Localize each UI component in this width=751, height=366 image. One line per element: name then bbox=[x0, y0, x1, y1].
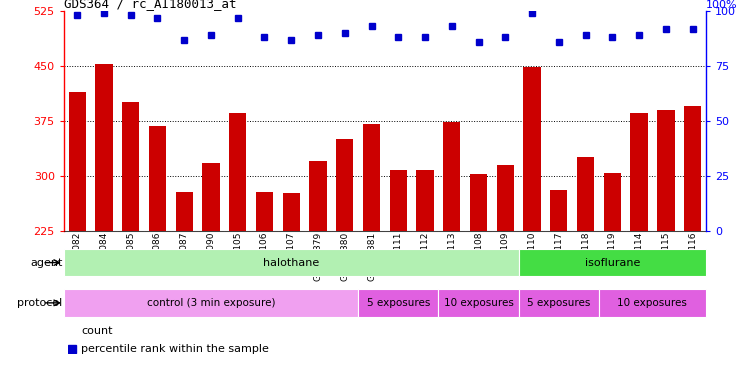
Text: halothane: halothane bbox=[263, 258, 319, 268]
Bar bbox=[443, 122, 460, 366]
Bar bbox=[599, 289, 706, 317]
Bar bbox=[336, 139, 354, 366]
Bar bbox=[604, 173, 621, 366]
Text: isoflurane: isoflurane bbox=[584, 258, 640, 268]
Bar bbox=[496, 165, 514, 366]
Bar bbox=[416, 170, 434, 366]
Text: count: count bbox=[81, 326, 113, 336]
Bar bbox=[64, 289, 358, 317]
Bar bbox=[95, 64, 113, 366]
Bar bbox=[176, 192, 193, 366]
Bar bbox=[229, 113, 246, 366]
Text: 100%: 100% bbox=[706, 0, 737, 10]
Bar bbox=[439, 289, 519, 317]
Bar bbox=[519, 249, 706, 276]
Bar bbox=[68, 92, 86, 366]
Text: 5 exposures: 5 exposures bbox=[366, 298, 430, 308]
Text: protocol: protocol bbox=[17, 298, 62, 308]
Bar bbox=[149, 126, 166, 366]
Bar bbox=[363, 124, 380, 366]
Text: 10 exposures: 10 exposures bbox=[617, 298, 687, 308]
Bar bbox=[122, 102, 140, 366]
Text: agent: agent bbox=[30, 258, 62, 268]
Bar bbox=[550, 190, 568, 366]
Bar bbox=[684, 106, 701, 366]
Bar bbox=[390, 170, 407, 366]
Text: control (3 min exposure): control (3 min exposure) bbox=[146, 298, 275, 308]
Bar bbox=[282, 193, 300, 366]
Text: 5 exposures: 5 exposures bbox=[527, 298, 590, 308]
Bar bbox=[358, 289, 439, 317]
Bar bbox=[202, 163, 220, 366]
Bar bbox=[630, 113, 648, 366]
Bar bbox=[657, 110, 674, 366]
Bar bbox=[309, 161, 327, 366]
Bar bbox=[470, 174, 487, 366]
Bar bbox=[64, 249, 519, 276]
Bar bbox=[577, 157, 594, 366]
Bar bbox=[523, 67, 541, 366]
Text: 10 exposures: 10 exposures bbox=[444, 298, 514, 308]
Bar bbox=[519, 289, 599, 317]
Text: percentile rank within the sample: percentile rank within the sample bbox=[81, 344, 269, 354]
Bar bbox=[256, 192, 273, 366]
Text: GDS364 / rc_AI180013_at: GDS364 / rc_AI180013_at bbox=[64, 0, 237, 10]
